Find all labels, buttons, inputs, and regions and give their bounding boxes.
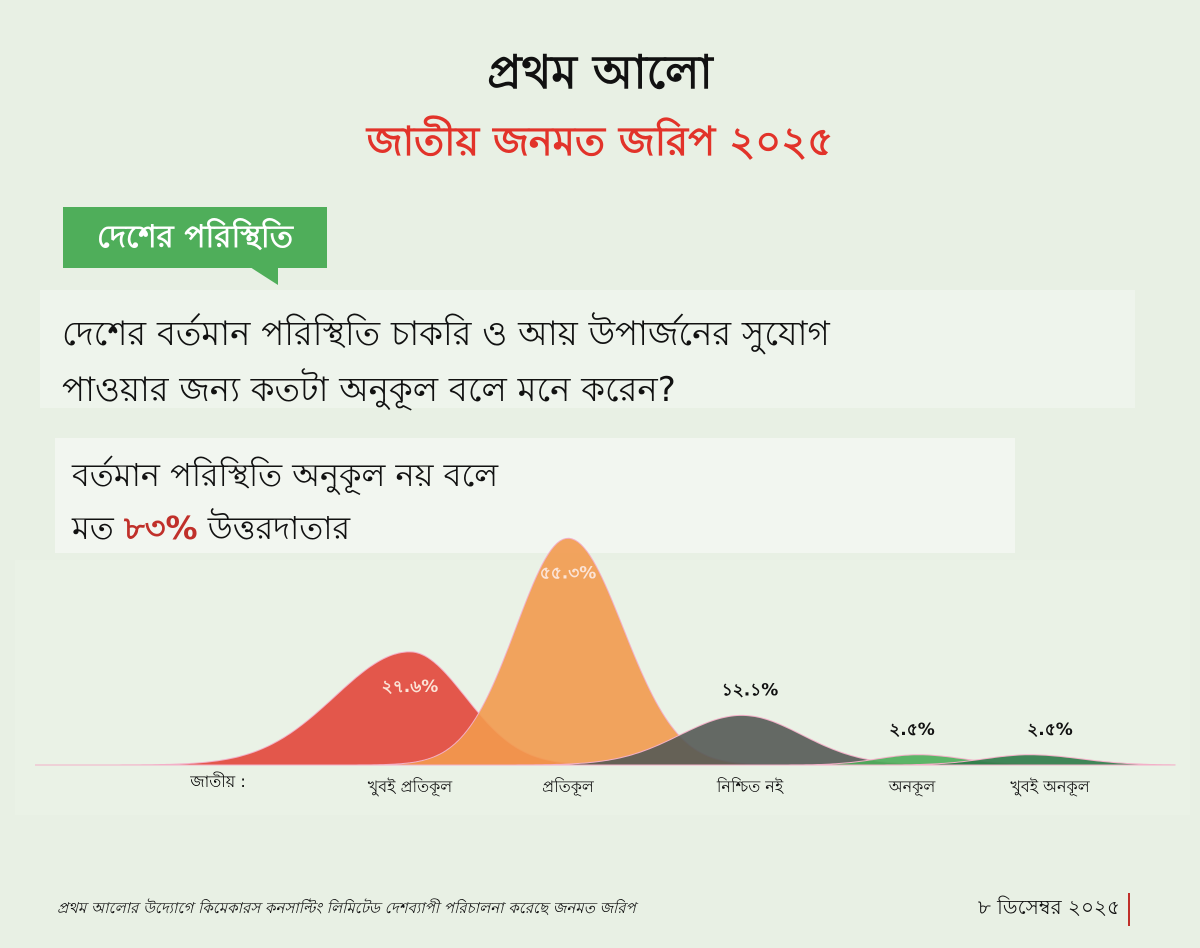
- value-label: ৫৫.৩%: [540, 563, 597, 583]
- headline-line: বর্তমান পরিস্থিতি অনুকূল নয় বলে: [72, 456, 499, 494]
- category-label: খুবই প্রতিকূল: [368, 777, 454, 797]
- category-label: নিশ্চিত নই: [716, 777, 784, 796]
- title: জাতীয় জনমত জরিপ ২০২৫: [366, 119, 834, 165]
- category-label: প্রতিকূল: [542, 777, 595, 797]
- category-label: খুবই অনকূল: [1010, 777, 1090, 797]
- value-label: ২.৫%: [889, 720, 935, 740]
- footer-note: প্রথম আলোর উদ্যোগে কিমেকারস কনসাল্টিং লি…: [57, 899, 636, 917]
- headline-text: মত: [72, 509, 124, 547]
- logo: প্রথম আলো: [487, 45, 713, 99]
- headline-text: উত্তরদাতার: [197, 509, 351, 547]
- value-label: ২৭.৬%: [382, 677, 439, 697]
- tag-tail: [250, 267, 278, 285]
- row-label: জাতীয় :: [189, 772, 245, 791]
- category-label: অনকূল: [888, 777, 937, 797]
- footer-date: ৮ ডিসেম্বর ২০২৫: [978, 893, 1130, 926]
- headline-line: মত ৮৩% উত্তরদাতার: [72, 503, 350, 557]
- headline-box: [55, 438, 1015, 553]
- density-curve: [35, 754, 1176, 766]
- question-line: পাওয়ার জন্য কতটা অনুকূল বলে মনে করেন?: [62, 370, 676, 410]
- question-box: [40, 290, 1135, 408]
- headline-highlight: ৮৩%: [123, 509, 198, 547]
- question-line: দেশের বর্তমান পরিস্থিতি চাকরি ও আয় উপার…: [62, 314, 830, 354]
- section-tag: দেশের পরিস্থিতি: [63, 207, 327, 268]
- value-label: ২.৫%: [1027, 720, 1073, 740]
- value-label: ১২.১%: [722, 680, 779, 700]
